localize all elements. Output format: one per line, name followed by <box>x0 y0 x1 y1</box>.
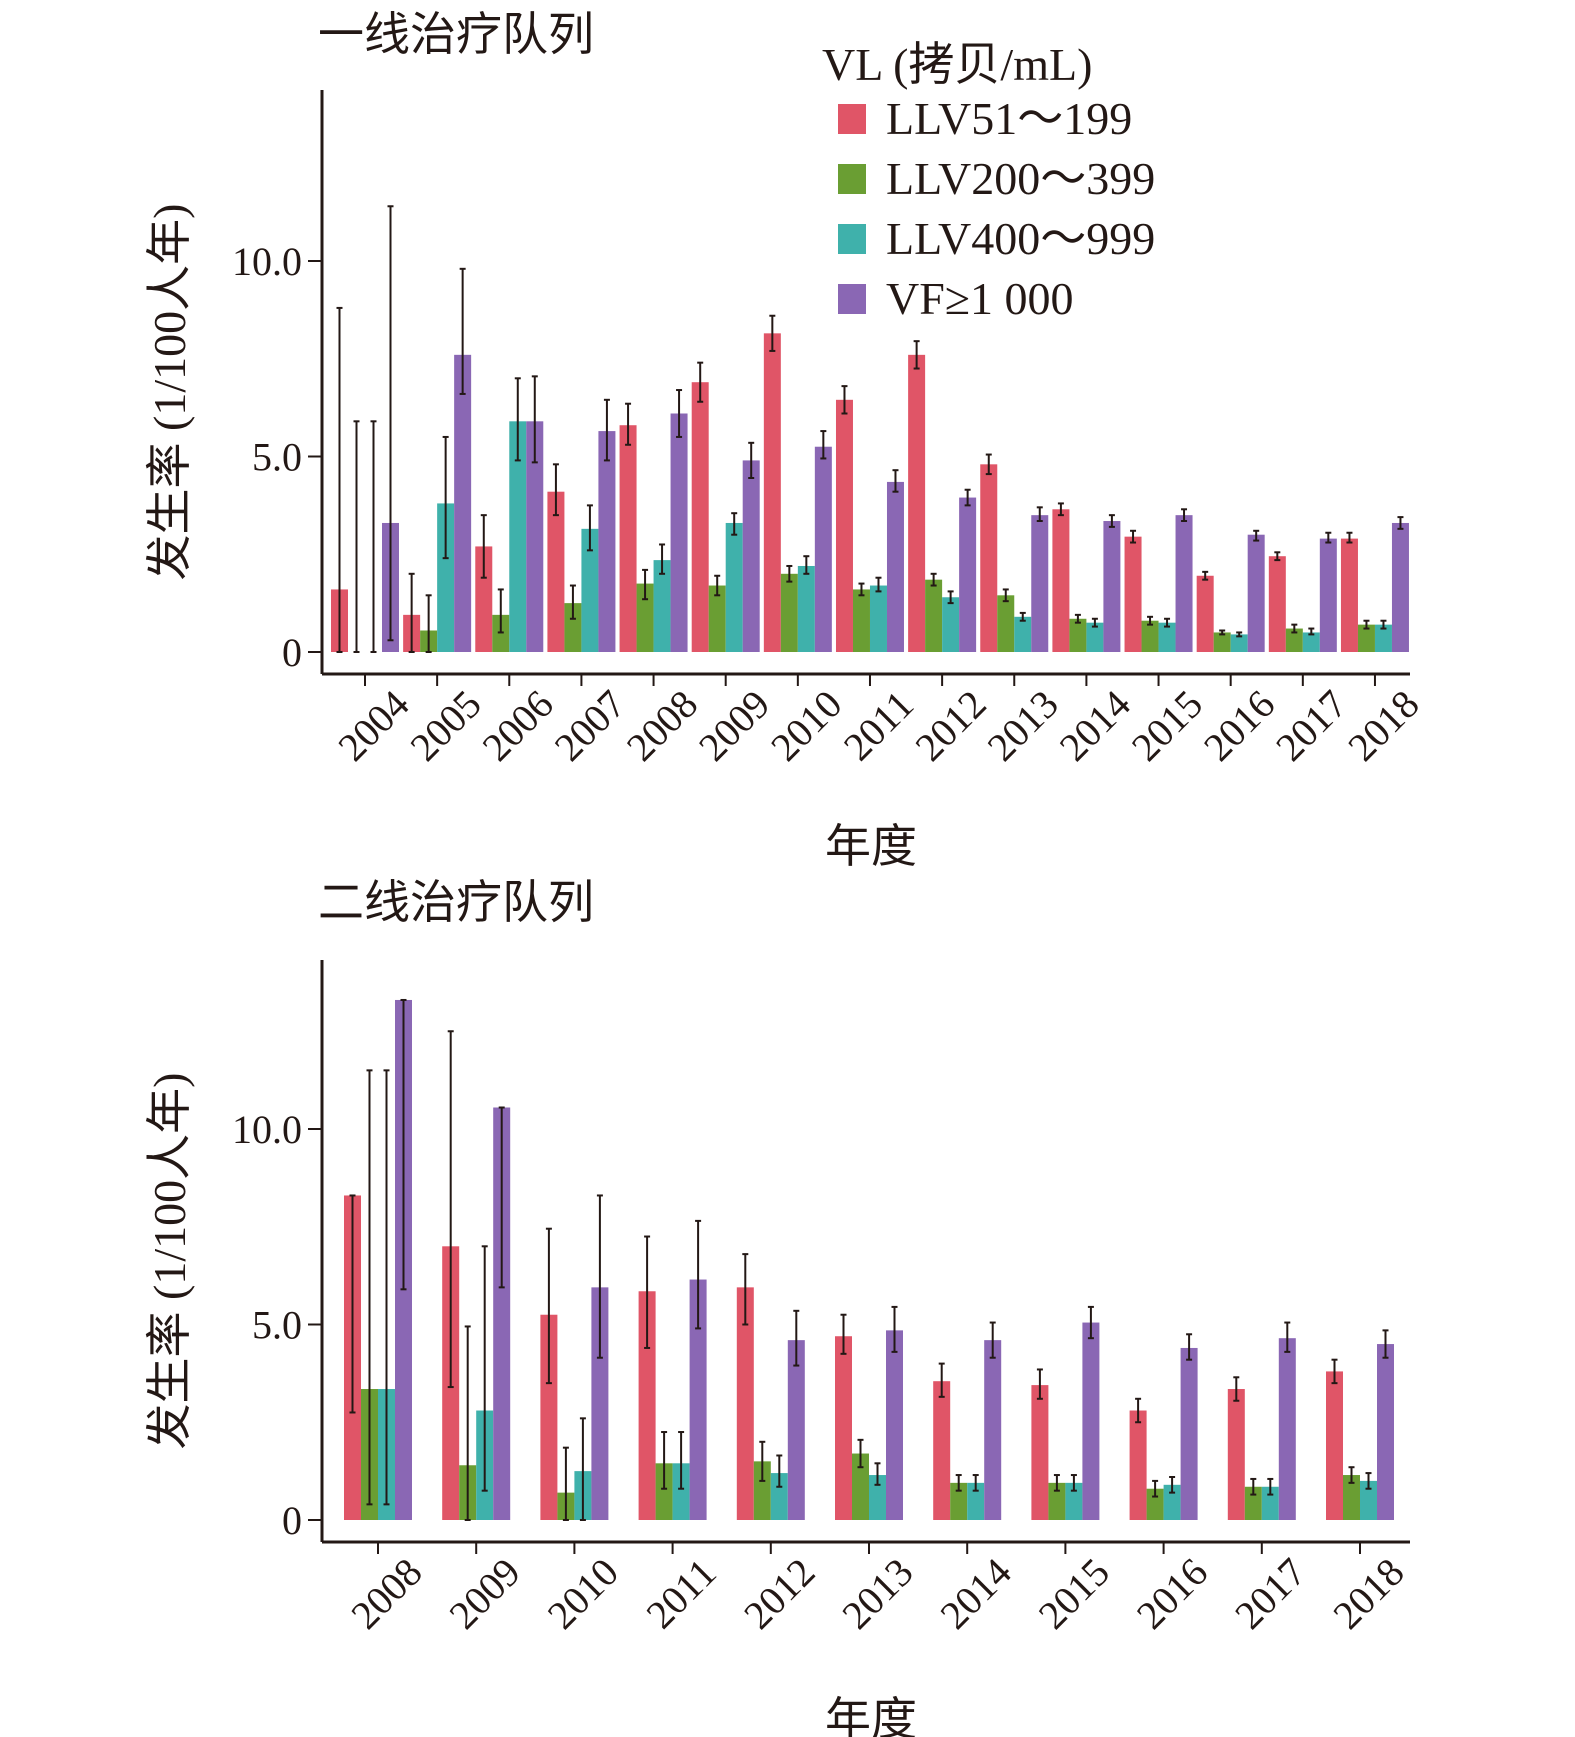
bar <box>933 1381 950 1520</box>
y-tick-label: 10.0 <box>232 239 302 284</box>
bar <box>764 333 781 652</box>
x-tick-label: 2015 <box>1123 681 1211 769</box>
bar <box>788 1340 805 1520</box>
bar <box>925 580 942 652</box>
y-tick-label: 5.0 <box>252 1303 302 1348</box>
bar <box>1082 1323 1099 1520</box>
legend-swatch <box>838 104 866 134</box>
legend-swatch <box>838 164 866 194</box>
y-axis-label: 发生率 (1/100人年) <box>144 1073 195 1450</box>
x-axis-label: 年度 <box>825 1694 917 1737</box>
bar <box>997 595 1014 652</box>
y-tick-label: 10.0 <box>232 1107 302 1152</box>
legend-item-label: LLV200～399 <box>886 153 1155 204</box>
y-tick-label: 0 <box>282 630 302 675</box>
bar <box>620 425 637 652</box>
bar <box>887 482 904 652</box>
bar <box>798 566 815 652</box>
bar <box>726 523 743 652</box>
bar <box>1341 539 1358 652</box>
bar <box>671 413 688 652</box>
x-tick-label: 2006 <box>474 681 562 769</box>
bar <box>692 382 709 652</box>
bar <box>1069 619 1086 652</box>
second-line-cohort-chart: 二线治疗队列05.010.0发生率 (1/100人年)年度2008 2009 201… <box>144 877 1413 1737</box>
bar <box>1125 537 1142 652</box>
x-tick-label: 2014 <box>1051 681 1139 769</box>
bar <box>959 498 976 652</box>
bar <box>1269 556 1286 652</box>
bar <box>984 1340 1001 1520</box>
x-tick-label: 2009 <box>690 681 778 769</box>
bar <box>454 355 471 652</box>
bar <box>1326 1371 1343 1520</box>
bar <box>942 597 959 652</box>
bar <box>1130 1411 1147 1520</box>
bar <box>1228 1389 1245 1520</box>
bar <box>835 1336 852 1520</box>
bar <box>1176 515 1193 652</box>
x-tick-label: 2013 <box>979 681 1067 769</box>
x-tick-label: 2013 <box>833 1549 921 1637</box>
bar <box>853 589 870 652</box>
x-tick-label: 2012 <box>735 1549 823 1637</box>
x-tick-label: 2017 <box>1226 1549 1314 1637</box>
bar <box>1197 576 1214 652</box>
x-tick-label: 2004 <box>329 681 417 769</box>
legend-title: VL (拷贝/mL) <box>822 39 1092 90</box>
bar <box>1031 515 1048 652</box>
panel-title: 一线治疗队列 <box>318 9 594 60</box>
legend-swatch <box>838 284 866 314</box>
x-tick-label: 2010 <box>539 1549 627 1637</box>
bar <box>1377 1344 1394 1520</box>
bar <box>836 400 853 652</box>
bar <box>870 586 887 652</box>
chart-legend: VL (拷贝/mL)LLV51～199 LLV200～399 LLV400～999 V… <box>822 39 1155 324</box>
y-tick-label: 0 <box>282 1498 302 1543</box>
x-tick-label: 2018 <box>1339 681 1427 769</box>
legend-item-label: VF≥1 000 <box>886 273 1074 324</box>
legend-item-label: LLV400～999 <box>886 213 1155 264</box>
x-tick-label: 2016 <box>1195 681 1283 769</box>
figure-canvas: 一线治疗队列05.010.0发生率 (1/100人年)年度20042005200… <box>0 0 1575 1737</box>
bar <box>1103 521 1120 652</box>
bar <box>886 1330 903 1520</box>
bar <box>815 447 832 652</box>
legend-item-label: LLV51～199 <box>886 93 1132 144</box>
x-tick-label: 2011 <box>637 1550 724 1637</box>
bar <box>1279 1338 1296 1520</box>
legend-swatch <box>838 224 866 254</box>
x-tick-label: 2016 <box>1128 1549 1216 1637</box>
bar <box>1031 1385 1048 1520</box>
x-tick-label: 2005 <box>401 681 489 769</box>
y-tick-label: 5.0 <box>252 435 302 480</box>
x-axis-label: 年度 <box>825 821 917 872</box>
x-tick-label: 2018 <box>1324 1549 1412 1637</box>
bar <box>1320 539 1337 652</box>
panel-title: 二线治疗队列 <box>318 877 594 928</box>
x-tick-label: 2008 <box>618 681 706 769</box>
bar <box>1014 617 1031 652</box>
x-tick-label: 2014 <box>931 1549 1019 1637</box>
x-tick-label: 2008 <box>342 1549 430 1637</box>
x-tick-label: 2009 <box>440 1549 528 1637</box>
y-axis-label: 发生率 (1/100人年) <box>144 204 195 581</box>
bar <box>980 464 997 652</box>
bar <box>781 574 798 652</box>
x-tick-label: 2011 <box>835 682 922 769</box>
x-tick-label: 2012 <box>906 681 994 769</box>
x-tick-label: 2015 <box>1030 1549 1118 1637</box>
x-tick-label: 2017 <box>1267 681 1355 769</box>
bar <box>1181 1348 1198 1520</box>
bar <box>1052 509 1069 652</box>
bar <box>598 431 615 652</box>
x-tick-label: 2007 <box>546 681 634 769</box>
bar <box>1392 523 1409 652</box>
bar <box>743 460 760 652</box>
x-tick-label: 2010 <box>762 681 850 769</box>
bar <box>1248 535 1265 652</box>
bar <box>908 355 925 652</box>
